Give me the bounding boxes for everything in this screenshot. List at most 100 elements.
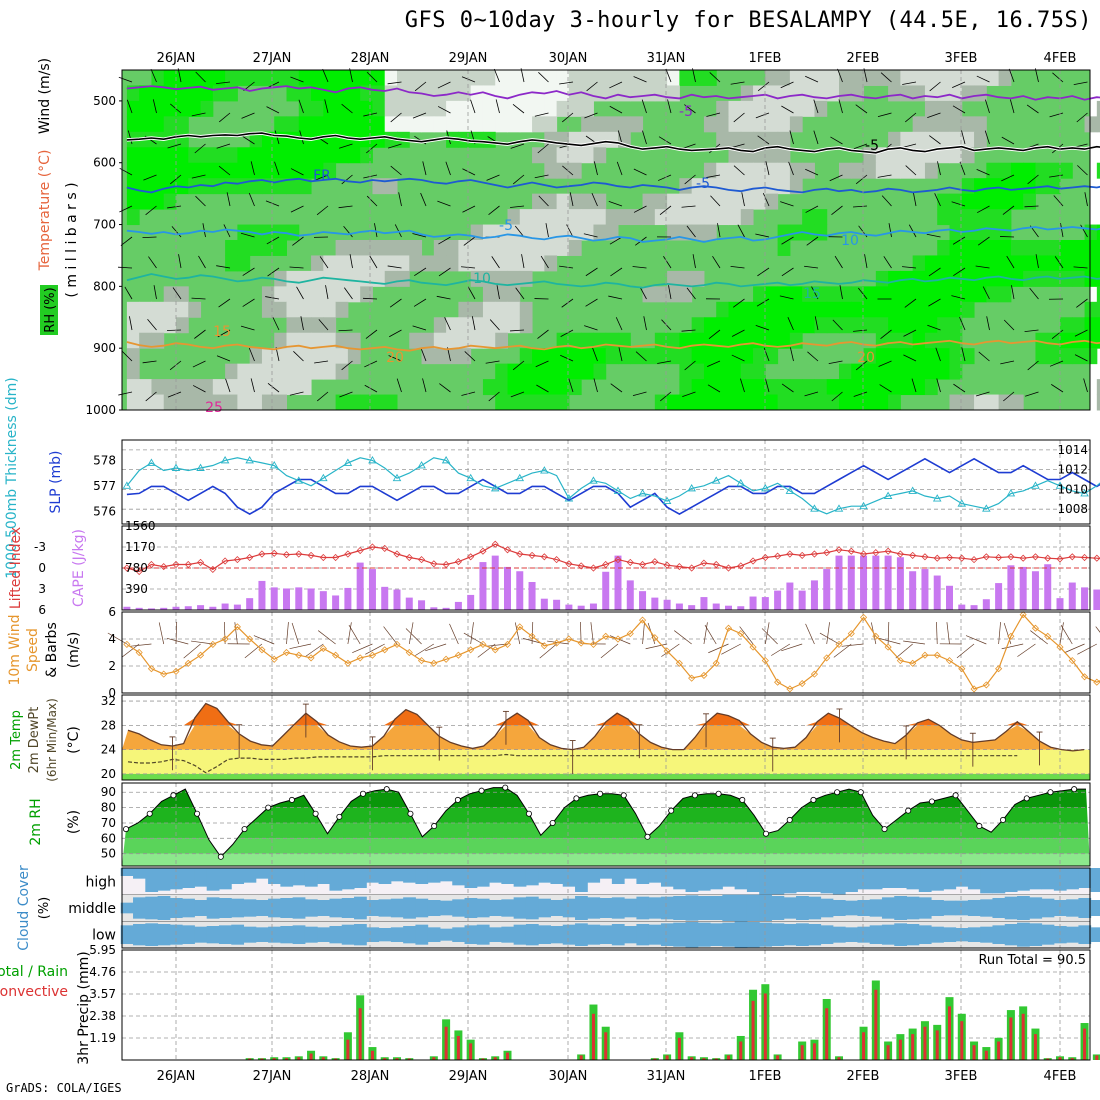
wind-barb (593, 378, 598, 393)
rh-cell (200, 162, 214, 179)
rh-cell (126, 85, 140, 102)
cloud-bar (1004, 924, 1018, 946)
rh-cell (347, 348, 361, 365)
rh-cell (826, 286, 840, 303)
rh-cell (777, 131, 791, 148)
rh-point (1071, 786, 1078, 793)
cloud-bar (783, 924, 797, 946)
rh-cell (470, 317, 484, 334)
rh-cell (274, 70, 287, 86)
cloud-bar (550, 868, 564, 884)
thickness-point (932, 494, 942, 502)
rh-cell (789, 116, 803, 133)
wind-barb (150, 68, 157, 83)
wind-barb (977, 236, 990, 246)
wind-speed-point (798, 679, 806, 688)
wind-barb (339, 143, 353, 149)
rh-cell (654, 209, 668, 226)
cloud-unit: (%) (37, 897, 52, 920)
wind-barb (708, 329, 721, 339)
rh2m-tick: 80 (101, 801, 116, 815)
cloud-bar (697, 868, 711, 891)
temp-unit-ylabel: (°C) (66, 726, 82, 754)
rh-cell (507, 363, 521, 380)
rh-cell (937, 286, 950, 303)
cape-bar (491, 555, 499, 610)
thickness-ylabel: 1000-500mb Thickness (dm) (4, 377, 20, 578)
wind-barb (121, 350, 133, 362)
rh-cell (924, 363, 938, 380)
rh-cell (519, 363, 533, 380)
rh-cell (691, 209, 705, 226)
li-point (430, 560, 438, 568)
rh-cell (740, 193, 754, 210)
slp-tick: 1010 (1057, 482, 1088, 496)
rh-cell (740, 394, 754, 411)
wind-barb (829, 174, 843, 182)
rh-cell (753, 178, 766, 195)
rh-cell (126, 162, 140, 179)
li-point (798, 551, 806, 559)
rh-cell (851, 394, 865, 411)
wind-barb (177, 68, 182, 83)
rh-cell (126, 348, 140, 365)
wind10m-barb (1060, 624, 1073, 645)
cloud-bar (317, 868, 330, 884)
wind-barb (585, 267, 598, 277)
isotherm-label: 25 (205, 400, 223, 416)
wind-barb (265, 200, 280, 207)
rh-cell (519, 240, 533, 256)
cloud-bar (304, 868, 318, 887)
rh-cell (409, 100, 423, 117)
rh-cell (372, 178, 386, 195)
isotherm-label: 10 (841, 233, 859, 249)
rh-cell (900, 363, 914, 380)
wind10m-barb (674, 630, 692, 645)
wind-barb (1001, 136, 1015, 145)
rh-cell (335, 116, 349, 133)
rh-cell (998, 240, 1012, 256)
wind-barb (756, 298, 770, 307)
wind-barb (225, 378, 231, 393)
wind-barb (343, 225, 353, 238)
rh-cell (286, 178, 300, 195)
rh-cell (519, 301, 533, 318)
cloud-bar (329, 926, 343, 944)
wind10m-barb (129, 643, 152, 647)
chart-title: GFS 0~10day 3-hourly for BESALAMPY (44.5… (404, 8, 1092, 33)
cape-bar (295, 587, 303, 610)
li-point (712, 560, 720, 569)
wind-barb (293, 351, 304, 362)
wind-tick: 4 (108, 632, 116, 646)
wind-speed-point (442, 655, 450, 663)
wind-barb (389, 329, 402, 338)
wind-barb (805, 205, 819, 213)
cloud-bar (1029, 897, 1043, 919)
rh-cell (495, 270, 508, 287)
rh-cell (949, 85, 963, 102)
rh-cell (851, 317, 865, 334)
wind-speed-point (430, 659, 438, 667)
wind-barb (250, 161, 255, 176)
temp-tick: 28 (101, 718, 116, 732)
wind-barb (1074, 329, 1088, 337)
wind-barb (878, 360, 892, 367)
rh-cell (728, 301, 742, 318)
precip-total-label: Total / Rain (0, 964, 68, 980)
wind-speed-point (381, 646, 389, 654)
wind-speed-point (553, 639, 561, 647)
rh-cell (937, 100, 950, 117)
rh-point (881, 826, 888, 833)
rh-cell (188, 379, 202, 396)
wind-barb (787, 317, 794, 331)
cape-bar (725, 605, 732, 610)
wind-barb (632, 391, 647, 397)
rh-cell (519, 100, 533, 117)
rh-cell (642, 209, 656, 226)
wind-barb (147, 319, 157, 331)
rh-cell (863, 162, 877, 179)
wind-barb (341, 103, 353, 114)
cloud-bar (955, 928, 969, 942)
cloud-bar (869, 925, 883, 944)
wind-barb (129, 316, 133, 331)
